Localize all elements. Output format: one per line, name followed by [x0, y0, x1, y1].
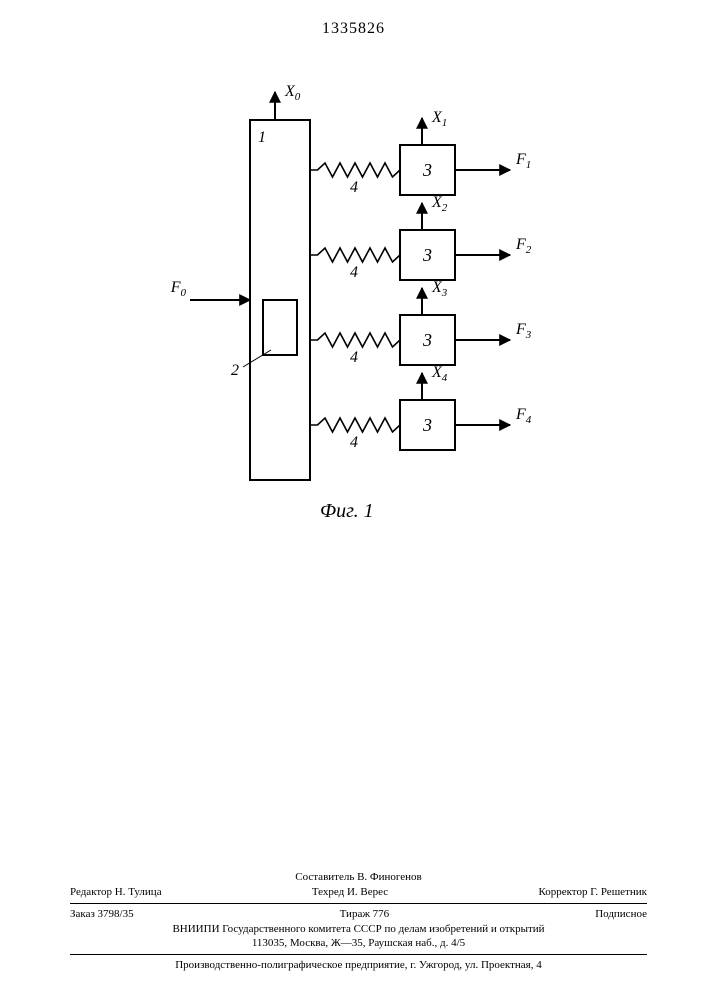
spring [310, 418, 400, 432]
footer-addr: 113035, Москва, Ж—35, Раушская наб., д. … [70, 936, 647, 951]
footer-tech: Техред И. Верес [312, 885, 388, 900]
figure-caption: Фиг. 1 [320, 500, 374, 523]
footer-print: Производственно-полиграфическое предприя… [70, 958, 647, 973]
svg-text:X3: X3 [431, 279, 448, 299]
secondary-block-label: 3 [422, 415, 432, 435]
spring-label: 4 [350, 179, 358, 196]
svg-text:F4: F4 [515, 406, 532, 426]
spring [310, 333, 400, 347]
spring-label: 4 [350, 264, 358, 281]
inner-block-label: 2 [231, 362, 239, 379]
spring [310, 248, 400, 262]
footer-subscription: Подписное [595, 907, 647, 922]
secondary-block-label: 3 [422, 245, 432, 265]
svg-text:X2: X2 [431, 194, 448, 214]
svg-text:F3: F3 [515, 321, 532, 341]
inner-block [263, 300, 297, 355]
block-diagram: 1 2 F0 X0 3 3 3 3 4 4 4 4 X1 X2 X3 X4 F1 F2 F3 F4 [0, 0, 707, 560]
svg-text:X1: X1 [431, 109, 447, 129]
footer-block: Составитель В. Финогенов Редактор Н. Тул… [70, 870, 647, 973]
footer-corrector: Корректор Г. Решетник [538, 885, 647, 900]
svg-text:X0: X0 [284, 83, 301, 103]
spring-label: 4 [350, 349, 358, 366]
spring-label: 4 [350, 434, 358, 451]
secondary-block-label: 3 [422, 160, 432, 180]
spring [310, 163, 400, 177]
footer-editor: Редактор Н. Тулица [70, 885, 162, 900]
footer-order: Заказ 3798/35 [70, 907, 134, 922]
footer-org: ВНИИПИ Государственного комитета СССР по… [70, 922, 647, 937]
main-block-label: 1 [258, 129, 266, 146]
svg-text:X4: X4 [431, 364, 448, 384]
footer-compiler: Составитель В. Финогенов [70, 870, 647, 885]
svg-text:F2: F2 [515, 236, 532, 256]
svg-text:F0: F0 [170, 279, 187, 299]
svg-text:F1: F1 [515, 151, 531, 171]
footer-tirage: Тираж 776 [340, 907, 390, 922]
secondary-block-label: 3 [422, 330, 432, 350]
